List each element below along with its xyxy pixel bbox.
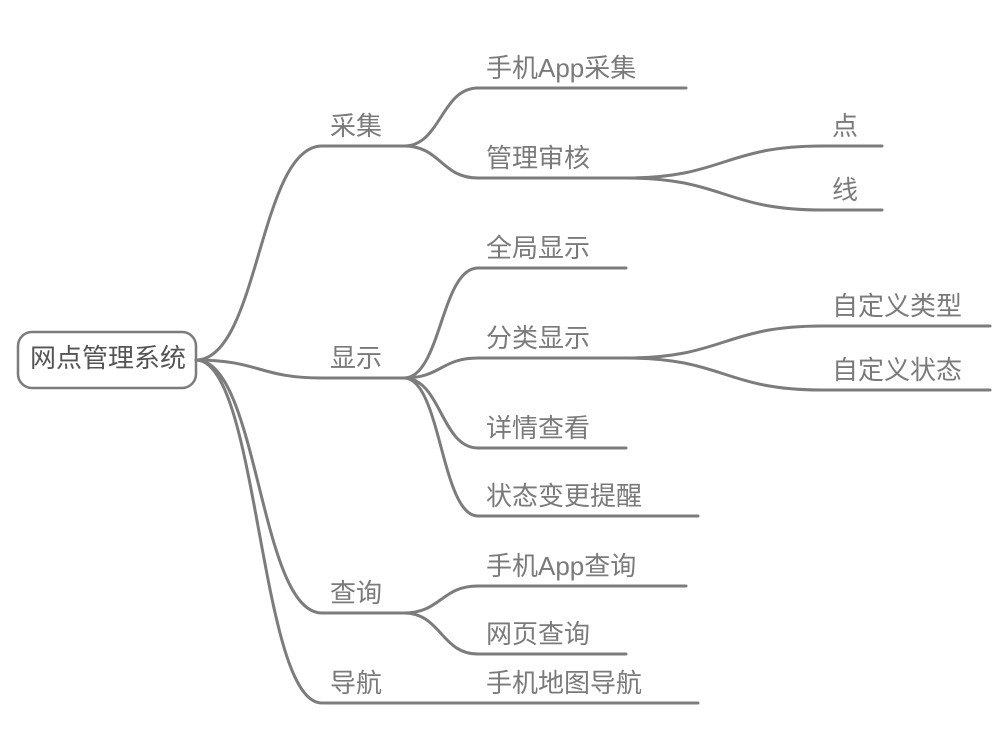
branch-mgmt_audit-to-l3-1	[626, 178, 822, 210]
node-l3-0: 点	[832, 111, 858, 141]
node-nav: 导航	[330, 668, 382, 698]
branch-cat_disp-to-l3-3	[626, 358, 822, 390]
branch-mgmt_audit-to-l3-0	[626, 146, 822, 178]
node-query: 查询	[330, 578, 382, 608]
node-app_collect: 手机App采集	[486, 53, 636, 83]
node-web_query: 网页查询	[486, 619, 590, 649]
branch-query-to-web_query	[404, 613, 478, 654]
mindmap-canvas: 网点管理系统 采集显示查询导航 手机App采集管理审核全局显示分类显示详情查看状态变…	[0, 0, 1000, 734]
node-global_disp: 全局显示	[486, 233, 590, 263]
node-l3-3: 自定义状态	[832, 355, 962, 385]
node-l3-1: 线	[832, 175, 858, 205]
node-mgmt_audit: 管理审核	[486, 143, 590, 173]
branch-display-to-global_disp	[404, 268, 478, 378]
branch-root-to-nav	[196, 360, 322, 703]
branch-root-to-collect	[196, 146, 322, 360]
branch-collect-to-app_collect	[404, 88, 478, 146]
branch-root-to-query	[196, 360, 322, 613]
node-display: 显示	[330, 343, 382, 373]
node-detail_view: 详情查看	[486, 413, 590, 443]
root-label: 网点管理系统	[30, 343, 186, 373]
branch-query-to-app_query	[404, 586, 478, 613]
branch-display-to-detail_view	[404, 378, 478, 448]
node-status_alert: 状态变更提醒	[486, 481, 642, 511]
node-cat_disp: 分类显示	[486, 323, 590, 353]
node-collect: 采集	[330, 111, 382, 141]
branch-cat_disp-to-l3-2	[626, 326, 822, 358]
branch-collect-to-mgmt_audit	[404, 146, 478, 178]
node-l3-2: 自定义类型	[832, 291, 962, 321]
node-map_nav: 手机地图导航	[486, 668, 642, 698]
node-app_query: 手机App查询	[486, 551, 636, 581]
